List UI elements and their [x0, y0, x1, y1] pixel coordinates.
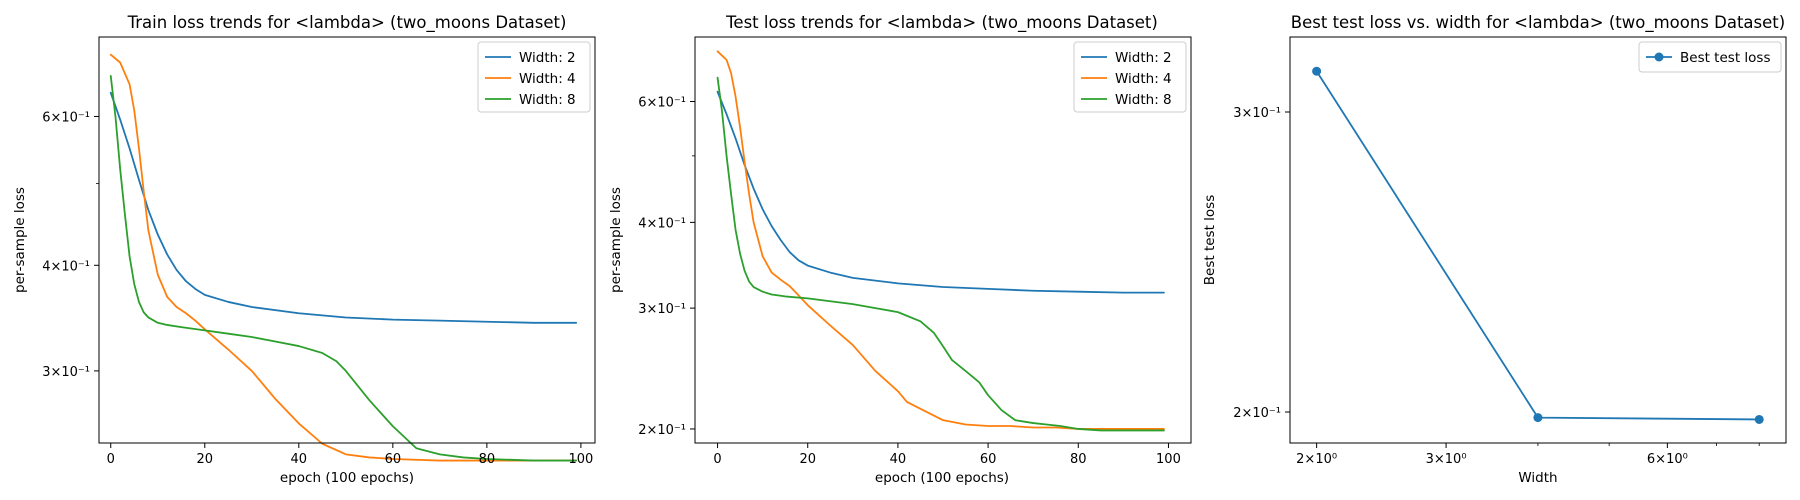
best-test-loss-data-point	[1312, 66, 1322, 76]
test-loss-y-tick-label: 4×10⁻¹	[638, 216, 686, 231]
train-loss-y-tick-label: 4×10⁻¹	[42, 259, 90, 274]
test-loss-legend: Width: 2 Width: 4 Width: 8	[1073, 41, 1187, 113]
best-test-loss-data-point	[1533, 413, 1543, 423]
test-loss-x-axis-label: epoch (100 epochs)	[875, 470, 1009, 486]
test-loss-y-tick-label: 3×10⁻¹	[638, 302, 686, 317]
train-loss-series-width-2	[109, 91, 578, 324]
best-test-loss-legend: Best test loss	[1638, 41, 1782, 73]
train-loss-series-width-8	[109, 75, 578, 462]
train-loss-y-ticks: 3×10⁻¹ 4×10⁻¹ 6×10⁻¹	[42, 110, 99, 380]
best-test-loss-y-ticks: 2×10⁻¹ 3×10⁻¹	[1233, 106, 1290, 421]
test-loss-y-tick-label: 2×10⁻¹	[638, 423, 686, 438]
test-loss-legend-label: Width: 4	[1115, 71, 1172, 87]
test-loss-plot-area	[716, 50, 1165, 432]
test-loss-axes-frame	[694, 36, 1192, 444]
best-test-loss-x-tick-label: 2×10⁰	[1296, 452, 1337, 467]
train-loss-x-tick-label: 40	[291, 452, 308, 467]
test-loss-legend-box	[1073, 41, 1187, 113]
train-loss-x-tick-label: 100	[568, 452, 593, 467]
test-loss-y-tick-label: 6×10⁻¹	[638, 96, 686, 111]
best-test-loss-panel: Best test loss vs. width for <lambda> (t…	[1202, 13, 1787, 486]
train-loss-x-ticks: 0 20 40 60 80 100	[107, 443, 593, 467]
train-loss-legend-box	[477, 41, 591, 113]
test-loss-x-tick-label: 40	[890, 452, 907, 467]
test-loss-x-ticks: 0 20 40 60 80 100	[713, 443, 1181, 467]
test-loss-legend-label: Width: 2	[1115, 50, 1172, 66]
train-loss-y-tick-label: 3×10⁻¹	[42, 365, 90, 380]
test-loss-series-width-8	[716, 76, 1165, 432]
best-test-loss-y-axis-label: Best test loss	[1202, 195, 1218, 285]
train-loss-legend-label: Width: 8	[519, 92, 576, 108]
train-loss-legend: Width: 2 Width: 4 Width: 8	[477, 41, 591, 113]
test-loss-legend-label: Width: 8	[1115, 92, 1172, 108]
train-loss-series-width-4	[109, 53, 578, 462]
best-test-loss-x-tick-label: 3×10⁰	[1426, 452, 1467, 467]
best-test-loss-legend-label: Best test loss	[1680, 50, 1770, 66]
train-loss-x-axis-label: epoch (100 epochs)	[280, 470, 414, 486]
best-test-loss-y-tick-label: 3×10⁻¹	[1233, 106, 1281, 121]
test-loss-y-ticks: 2×10⁻¹ 3×10⁻¹ 4×10⁻¹ 6×10⁻¹	[638, 96, 695, 438]
train-loss-y-tick-label: 6×10⁻¹	[42, 110, 90, 125]
train-loss-x-tick-label: 80	[479, 452, 496, 467]
best-test-loss-legend-box	[1638, 41, 1782, 73]
train-loss-axes-frame	[98, 36, 596, 444]
test-loss-title: Test loss trends for <lambda> (two_moons…	[725, 13, 1158, 33]
best-test-loss-x-tick-label: 6×10⁰	[1647, 452, 1688, 467]
train-loss-x-tick-label: 0	[107, 452, 115, 467]
test-loss-x-tick-label: 0	[713, 452, 721, 467]
test-loss-series-width-4	[716, 50, 1165, 430]
test-loss-y-axis-label: per-sample loss	[608, 187, 624, 293]
train-loss-x-tick-label: 20	[197, 452, 214, 467]
test-loss-x-tick-label: 100	[1156, 452, 1181, 467]
test-loss-panel: Test loss trends for <lambda> (two_moons…	[608, 13, 1192, 486]
best-test-loss-plot-area	[1312, 66, 1764, 424]
test-loss-x-tick-label: 80	[1070, 452, 1087, 467]
train-loss-y-axis-label: per-sample loss	[12, 187, 28, 293]
best-test-loss-title: Best test loss vs. width for <lambda> (t…	[1291, 13, 1785, 33]
train-loss-plot-area	[109, 53, 578, 462]
test-loss-x-tick-label: 60	[980, 452, 997, 467]
train-loss-legend-label: Width: 4	[519, 71, 576, 87]
test-loss-x-tick-label: 20	[799, 452, 816, 467]
best-test-loss-legend-marker	[1654, 52, 1664, 62]
best-test-loss-data-point	[1754, 414, 1764, 424]
train-loss-panel: Train loss trends for <lambda> (two_moon…	[12, 13, 596, 486]
train-loss-x-tick-label: 60	[385, 452, 402, 467]
best-test-loss-y-tick-label: 2×10⁻¹	[1233, 406, 1281, 421]
best-test-loss-x-ticks: 2×10⁰ 3×10⁰ 6×10⁰	[1296, 443, 1760, 467]
best-test-loss-x-axis-label: Width	[1518, 470, 1557, 486]
best-test-loss-axes-frame	[1289, 36, 1787, 444]
train-loss-title: Train loss trends for <lambda> (two_moon…	[127, 13, 567, 33]
train-loss-legend-label: Width: 2	[519, 50, 576, 66]
